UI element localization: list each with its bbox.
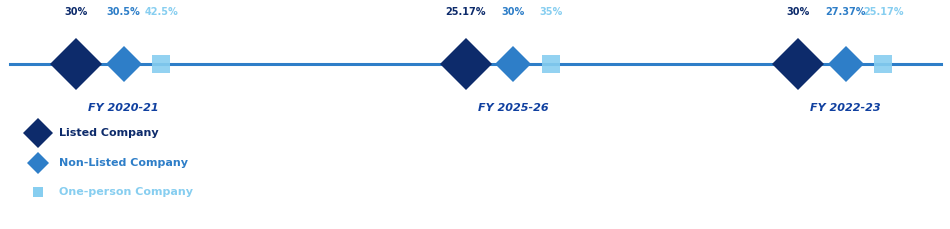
Text: 35%: 35% — [540, 7, 562, 17]
Text: FY 2022-23: FY 2022-23 — [810, 103, 881, 113]
Text: One-person Company: One-person Company — [59, 187, 193, 197]
Text: FY 2020-21: FY 2020-21 — [88, 103, 159, 113]
Text: 30%: 30% — [787, 7, 809, 17]
Text: 30%: 30% — [502, 7, 524, 17]
Text: Non-Listed Company: Non-Listed Company — [59, 158, 188, 168]
Text: 25.17%: 25.17% — [446, 7, 485, 17]
Text: 25.17%: 25.17% — [864, 7, 903, 17]
Text: Listed Company: Listed Company — [59, 128, 159, 138]
Text: FY 2025-26: FY 2025-26 — [478, 103, 548, 113]
Text: 30.5%: 30.5% — [106, 7, 141, 17]
Text: 42.5%: 42.5% — [144, 7, 179, 17]
Text: 30%: 30% — [65, 7, 87, 17]
Text: 27.37%: 27.37% — [826, 7, 865, 17]
